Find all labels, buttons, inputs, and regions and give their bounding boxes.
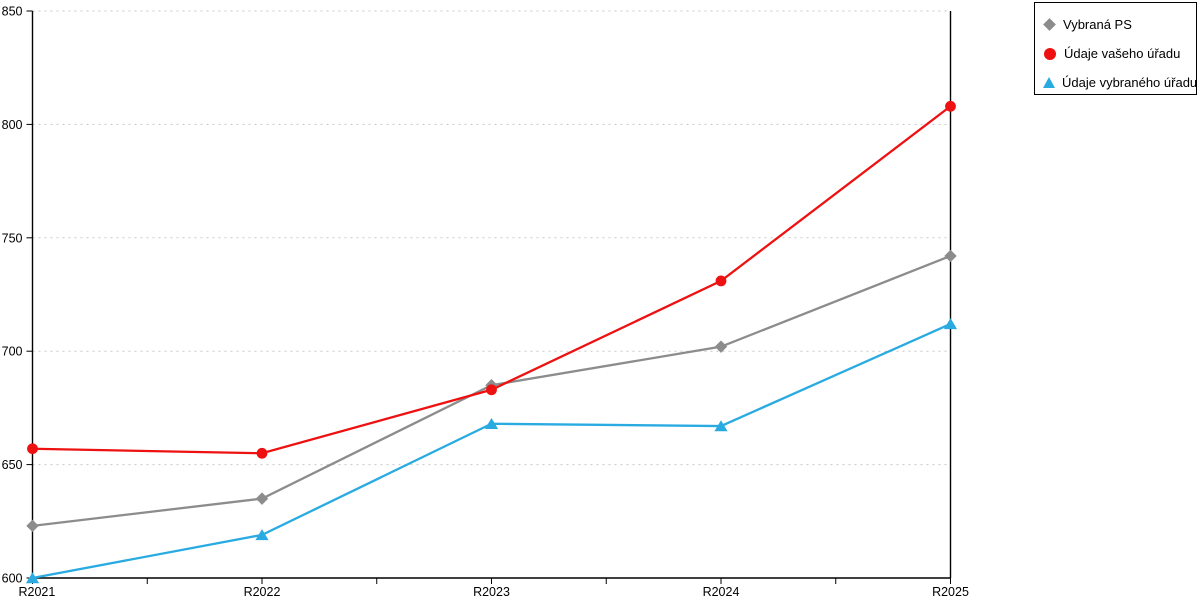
- xtick-label-R2021: R2021: [19, 585, 56, 599]
- ytick-label-650: 650: [2, 458, 23, 472]
- ytick-label-600: 600: [2, 572, 23, 586]
- diamond-marker: [714, 340, 728, 353]
- ytick-label-750: 750: [2, 231, 23, 245]
- legend-item-vybrana-ps: Vybraná PS: [1043, 10, 1196, 39]
- xtick-label-R2022: R2022: [244, 585, 281, 599]
- legend: Vybraná PS Údaje vašeho úřadu Údaje vybr…: [1034, 2, 1197, 95]
- diamond-icon: [1043, 18, 1056, 31]
- triangle-marker: [943, 318, 958, 330]
- ytick-label-800: 800: [2, 118, 23, 132]
- diamond-marker: [26, 519, 39, 533]
- series-line-1: [32, 105, 952, 455]
- xtick-label-R2025: R2025: [932, 585, 969, 599]
- legend-item-udaje-vybraneho-uradu: Údaje vybraného úřadu: [1043, 68, 1198, 97]
- circle-icon: [1044, 47, 1056, 60]
- circle-marker: [256, 447, 268, 459]
- legend-label: Vybraná PS: [1063, 17, 1132, 32]
- triangle-marker: [255, 529, 269, 541]
- legend-item-udaje-vaseho-uradu: Údaje vašeho úřadu: [1043, 39, 1196, 68]
- triangle-marker: [714, 420, 728, 432]
- triangle-marker: [25, 572, 40, 584]
- xtick-label-R2024: R2024: [703, 585, 740, 599]
- circle-marker: [715, 275, 727, 287]
- circle-marker: [486, 384, 497, 396]
- diamond-marker: [944, 249, 957, 263]
- legend-label: Údaje vybraného úřadu: [1062, 75, 1198, 90]
- ytick-label-700: 700: [2, 345, 23, 359]
- triangle-icon: [1043, 77, 1055, 88]
- xtick-label-R2023: R2023: [473, 585, 510, 599]
- circle-marker: [27, 443, 38, 455]
- diamond-marker: [255, 492, 269, 505]
- triangle-marker: [484, 417, 499, 429]
- ytick-label-850: 850: [2, 5, 23, 19]
- circle-marker: [945, 100, 956, 112]
- legend-label: Údaje vašeho úřadu: [1064, 46, 1181, 61]
